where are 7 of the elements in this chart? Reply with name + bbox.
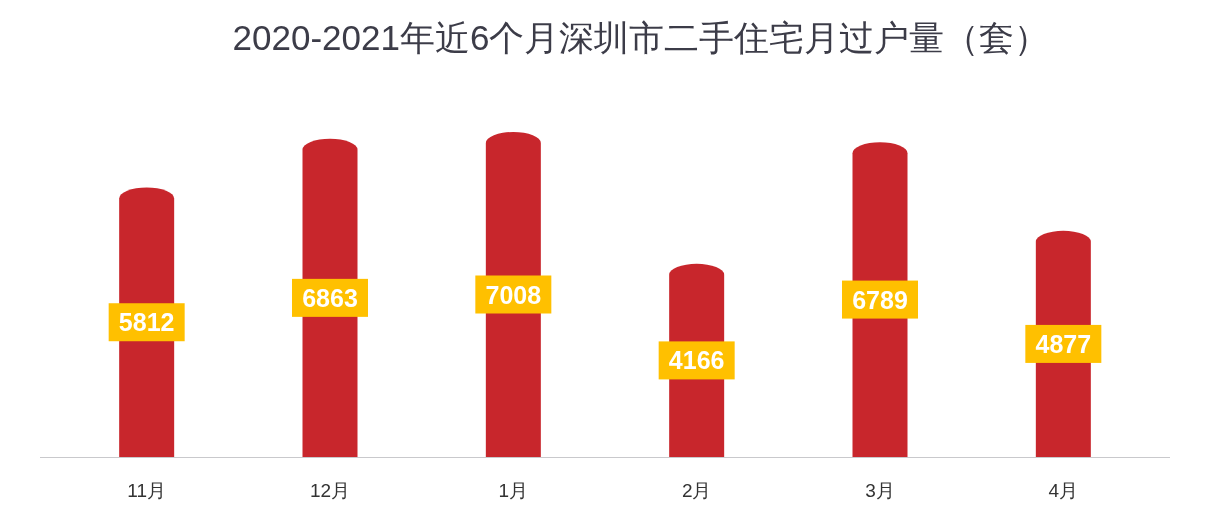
data-label: 4166 [668,346,725,375]
title: 2020-2021年近6个月深圳市二手住宅月过户量（套） [232,18,1050,57]
data-label: 7008 [485,280,542,309]
data-label: 5812 [118,308,175,337]
data-label: 4877 [1035,329,1092,358]
data-label: 6789 [852,285,908,314]
data-label: 6863 [302,283,358,312]
